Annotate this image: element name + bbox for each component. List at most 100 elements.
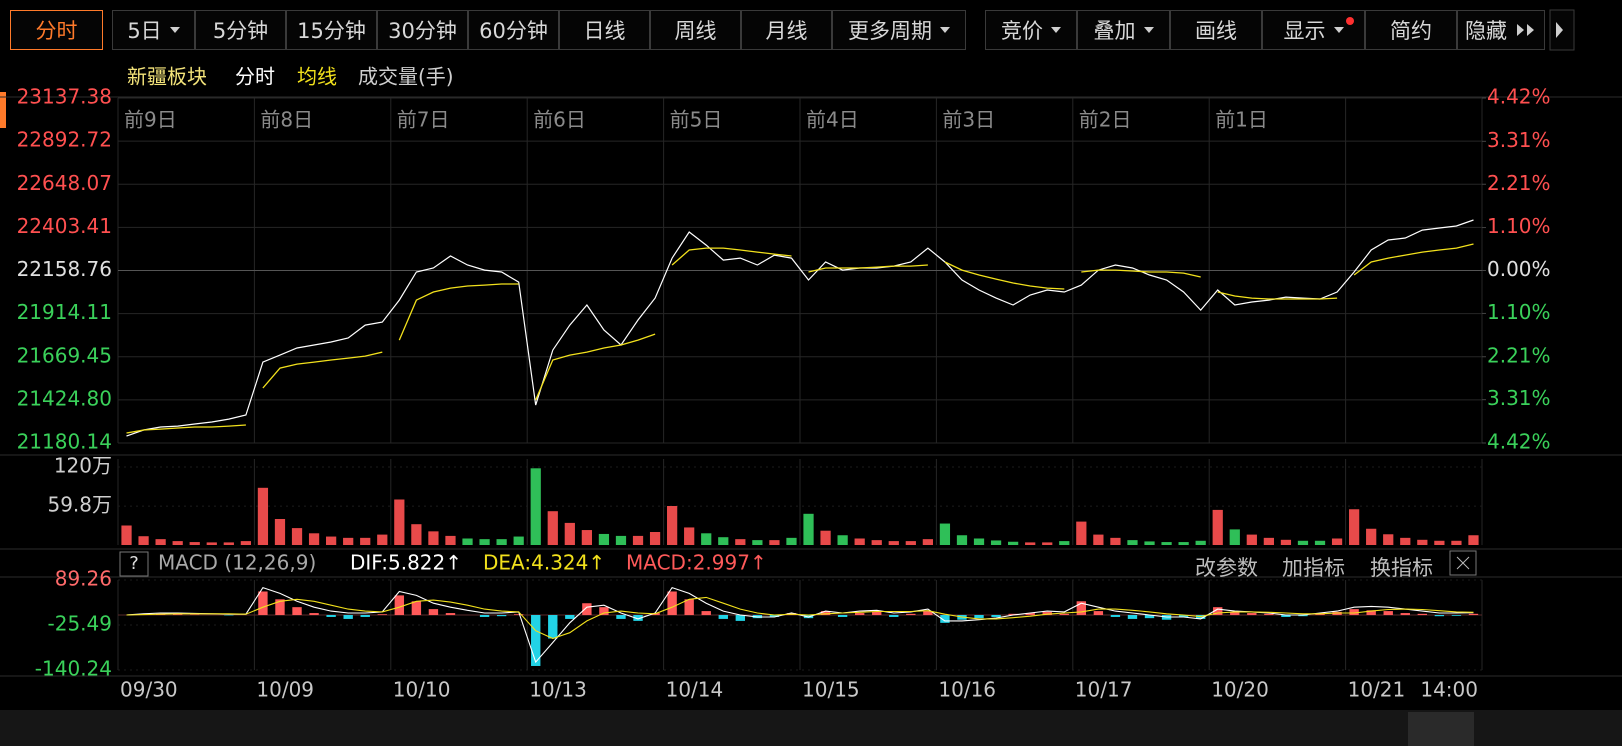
button-label: 月线: [765, 19, 808, 43]
macd-bar: [820, 611, 831, 616]
macd-line: [126, 596, 1474, 640]
volume-bar: [837, 535, 848, 545]
macd-bar: [445, 613, 456, 616]
average-line: [126, 424, 246, 434]
toolbar-button[interactable]: 分时: [10, 10, 103, 50]
macd-bar: [1144, 615, 1155, 619]
volume-bar: [1212, 509, 1223, 545]
macd-bar: [360, 615, 370, 617]
volume-bar: [1314, 540, 1326, 545]
button-label: 竞价: [1001, 19, 1043, 43]
volume-bar: [1161, 542, 1172, 545]
volume-bar: [1434, 540, 1445, 545]
button-label: 隐藏: [1465, 19, 1507, 43]
macd-bar: [582, 603, 592, 616]
toolbar-button[interactable]: 60分钟: [468, 10, 559, 50]
x-tick-label: 10/16: [938, 678, 996, 702]
toolbar-button[interactable]: 显示: [1262, 10, 1365, 50]
bottom-tab[interactable]: [1408, 712, 1474, 746]
volume-bar: [326, 536, 337, 545]
y2-tick-label: 0.00%: [1487, 257, 1551, 281]
macd-bar: [1264, 613, 1274, 616]
volume-bar: [1110, 537, 1121, 545]
macd-bar: [735, 615, 746, 621]
button-label: 30分钟: [388, 19, 457, 43]
toolbar-button[interactable]: 15分钟: [286, 10, 377, 50]
panel-action[interactable]: 换指标: [1370, 556, 1433, 580]
volume-bar: [1246, 534, 1257, 545]
close-box[interactable]: [1449, 550, 1477, 576]
volume-bar: [735, 539, 746, 545]
volume-bar: [1349, 509, 1360, 545]
volume-bar: [990, 540, 1002, 545]
macd-bar: [1025, 613, 1035, 616]
volume-bar: [667, 506, 678, 545]
volume-bar: [786, 537, 797, 545]
macd-bar: [1349, 609, 1359, 616]
volume-bar: [684, 527, 695, 545]
volume-bar: [360, 537, 371, 545]
macd-bar: [940, 615, 950, 623]
volume-bar: [1451, 540, 1462, 545]
day-tag: 前2日: [1079, 108, 1132, 132]
volume-bar: [513, 536, 524, 545]
day-tag: 前3日: [942, 108, 995, 132]
macd-bar: [684, 599, 694, 616]
toolbar-button[interactable]: 5日: [112, 10, 195, 50]
panel-action[interactable]: 加指标: [1282, 556, 1345, 580]
macd-bar: [1400, 613, 1410, 616]
volume-bar: [905, 541, 916, 545]
y-tick-label: -140.24: [35, 657, 112, 681]
average-line: [1081, 269, 1201, 278]
toolbar-button[interactable]: 画线: [1170, 10, 1262, 50]
average-line: [671, 247, 792, 266]
macd-bar: [1298, 615, 1308, 617]
x-tick-label: 10/15: [802, 678, 860, 702]
volume-bar: [1468, 535, 1479, 545]
day-tag: 前9日: [124, 108, 177, 132]
volume-bar: [1008, 541, 1019, 545]
chart-title: 新疆板块: [127, 65, 207, 89]
toolbar-button[interactable]: 叠加: [1077, 10, 1170, 50]
toolbar-button[interactable]: 简约: [1365, 10, 1457, 50]
toolbar-button[interactable]: 30分钟: [377, 10, 468, 50]
button-label: 5日: [127, 19, 162, 43]
x-tick-label: 10/20: [1211, 678, 1269, 702]
volume-bar: [564, 522, 575, 545]
legend-entry: DEA:4.324↑: [483, 551, 605, 575]
volume-bar: [598, 533, 610, 545]
macd-bar: [309, 613, 319, 616]
volume-bar: [428, 531, 439, 545]
toolbar-button[interactable]: 竞价: [985, 10, 1077, 50]
toolbar-button[interactable]: 日线: [559, 10, 650, 50]
button-label: 日线: [583, 19, 626, 43]
toolbar-button[interactable]: 5分钟: [195, 10, 286, 50]
macd-bar: [326, 615, 336, 617]
y-tick-label: 21914.11: [17, 300, 112, 324]
dropdown-arrow: [1333, 27, 1344, 33]
macd-bar: [889, 615, 899, 617]
volume-bar: [871, 540, 882, 545]
macd-bar: [479, 615, 490, 617]
y-tick-label: 22403.41: [17, 214, 112, 238]
x-tick-label: 09/30: [120, 678, 178, 702]
toolbar-button[interactable]: 更多周期: [832, 10, 966, 50]
button-label: 叠加: [1093, 19, 1136, 43]
help-box[interactable]: [119, 551, 149, 577]
help-icon[interactable]: ?: [129, 553, 139, 574]
macd-bar: [428, 609, 439, 616]
toolbar-button[interactable]: 周线: [650, 10, 741, 50]
y2-tick-label: 4.42%: [1487, 85, 1551, 109]
volume-bar: [1025, 542, 1036, 545]
y-tick-label: 23137.38: [17, 85, 112, 109]
toolbar-button[interactable]: 月线: [741, 10, 832, 50]
panel-action[interactable]: 改参数: [1195, 556, 1258, 580]
volume-bar: [752, 540, 763, 545]
volume-bar: [257, 487, 269, 545]
toolbar-button[interactable]: 隐藏: [1457, 10, 1545, 50]
button-label: 60分钟: [479, 19, 548, 43]
collapse-icon: [1517, 24, 1534, 36]
macd-bar: [599, 607, 609, 616]
macd-bar: [769, 615, 780, 617]
macd-bar: [974, 615, 984, 619]
